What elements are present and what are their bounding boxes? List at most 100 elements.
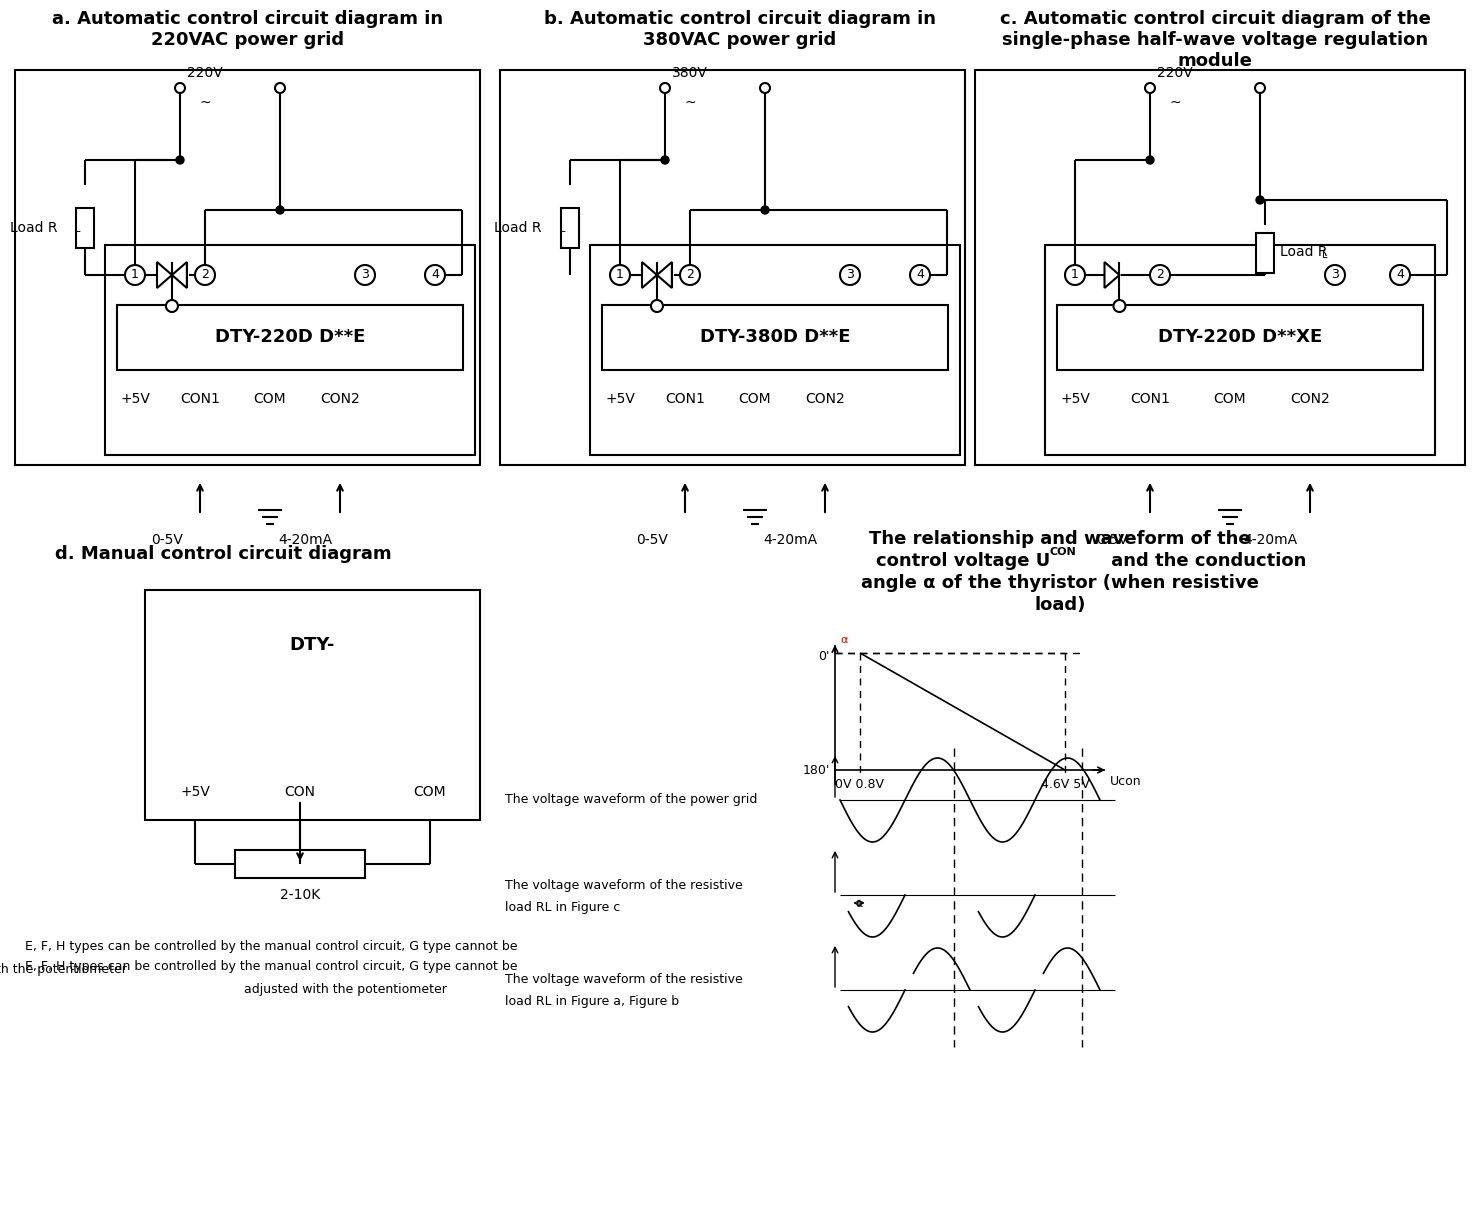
Circle shape	[1151, 265, 1170, 285]
Text: 4: 4	[1396, 268, 1405, 282]
Bar	[1046, 245, 1436, 455]
Circle shape	[176, 156, 185, 164]
Text: 4-20mA: 4-20mA	[278, 533, 332, 546]
Circle shape	[1145, 83, 1155, 93]
Text: 4: 4	[916, 268, 925, 282]
Text: CON: CON	[1050, 546, 1077, 557]
Bar	[105, 245, 476, 455]
Bar	[1255, 232, 1275, 272]
Text: DTY-380D D**E: DTY-380D D**E	[700, 329, 851, 347]
Text: +5V: +5V	[606, 392, 635, 406]
Text: E, F, H types can be controlled by the manual control circuit, G type cannot be: E, F, H types can be controlled by the m…	[25, 941, 517, 953]
Bar	[501, 70, 964, 465]
Text: COM: COM	[254, 392, 287, 406]
Text: L: L	[560, 225, 566, 235]
Text: and the conduction: and the conduction	[1105, 553, 1306, 569]
Text: CON: CON	[285, 785, 316, 799]
Text: ~: ~	[684, 96, 696, 110]
Text: 2-10K: 2-10K	[279, 887, 321, 902]
Text: load RL in Figure c: load RL in Figure c	[505, 901, 620, 914]
Bar	[75, 208, 95, 248]
Text: adjusted with the potentiometer: adjusted with the potentiometer	[0, 964, 127, 976]
Text: 180': 180'	[802, 764, 830, 776]
Text: 3: 3	[1331, 268, 1340, 282]
Text: 2: 2	[685, 268, 694, 282]
Text: CON1: CON1	[1130, 392, 1170, 406]
Bar	[603, 305, 948, 370]
Text: α: α	[855, 899, 863, 909]
Text: 0-5V: 0-5V	[637, 533, 669, 546]
Circle shape	[660, 83, 671, 93]
Text: 4.6V 5V: 4.6V 5V	[1041, 779, 1090, 791]
Text: The voltage waveform of the resistive: The voltage waveform of the resistive	[505, 973, 743, 987]
Bar	[1058, 305, 1422, 370]
Text: L: L	[75, 225, 81, 235]
Text: 0V 0.8V: 0V 0.8V	[835, 779, 885, 791]
Text: COM: COM	[414, 785, 446, 799]
Text: ~: ~	[199, 96, 211, 110]
Text: CON2: CON2	[321, 392, 360, 406]
Bar	[975, 70, 1465, 465]
Text: DTY-: DTY-	[289, 636, 335, 654]
Circle shape	[1065, 265, 1086, 285]
Bar	[15, 70, 480, 465]
Text: 4-20mA: 4-20mA	[1244, 533, 1297, 546]
Circle shape	[165, 300, 177, 312]
Text: 2: 2	[1156, 268, 1164, 282]
Text: CON1: CON1	[665, 392, 705, 406]
Text: 380V: 380V	[672, 66, 707, 80]
Text: 1: 1	[131, 268, 139, 282]
Text: 220V: 220V	[188, 66, 223, 80]
Text: 4: 4	[431, 268, 439, 282]
Text: +5V: +5V	[120, 392, 151, 406]
Circle shape	[1146, 156, 1154, 164]
Text: CON2: CON2	[805, 392, 845, 406]
Circle shape	[174, 83, 185, 93]
Bar	[117, 305, 462, 370]
Circle shape	[651, 300, 663, 312]
Circle shape	[679, 265, 700, 285]
Text: 1: 1	[616, 268, 623, 282]
Text: Ucon: Ucon	[1111, 775, 1142, 788]
Circle shape	[1255, 83, 1264, 93]
Text: L: L	[1322, 249, 1328, 260]
Text: load RL in Figure a, Figure b: load RL in Figure a, Figure b	[505, 995, 679, 1008]
Text: +5V: +5V	[180, 785, 210, 799]
Bar	[235, 850, 365, 878]
Circle shape	[126, 265, 145, 285]
Text: Load R: Load R	[1281, 245, 1328, 260]
Text: b. Automatic control circuit diagram in
380VAC power grid: b. Automatic control circuit diagram in …	[544, 10, 936, 48]
Text: control voltage U: control voltage U	[876, 553, 1050, 569]
Text: 0-5V: 0-5V	[1096, 533, 1128, 546]
Text: COM: COM	[738, 392, 771, 406]
Text: a. Automatic control circuit diagram in
220VAC power grid: a. Automatic control circuit diagram in …	[53, 10, 443, 48]
Circle shape	[1114, 300, 1125, 312]
Circle shape	[1255, 196, 1264, 204]
Text: CON1: CON1	[180, 392, 220, 406]
Circle shape	[275, 83, 285, 93]
Text: The voltage waveform of the resistive: The voltage waveform of the resistive	[505, 879, 743, 891]
Text: COM: COM	[1214, 392, 1247, 406]
Circle shape	[761, 83, 770, 93]
Text: 3: 3	[846, 268, 854, 282]
Circle shape	[1325, 265, 1346, 285]
Text: DTY-220D D**XE: DTY-220D D**XE	[1158, 329, 1322, 347]
Text: ~: ~	[1170, 96, 1180, 110]
Bar	[145, 590, 480, 820]
Bar	[589, 245, 960, 455]
Text: α: α	[840, 635, 848, 644]
Text: d. Manual control circuit diagram: d. Manual control circuit diagram	[55, 545, 391, 563]
Text: 3: 3	[360, 268, 369, 282]
Text: CON2: CON2	[1289, 392, 1329, 406]
Circle shape	[910, 265, 931, 285]
Text: The relationship and waveform of the: The relationship and waveform of the	[868, 530, 1251, 548]
Circle shape	[425, 265, 445, 285]
Circle shape	[610, 265, 631, 285]
Text: load): load)	[1034, 596, 1086, 614]
Text: adjusted with the potentiometer: adjusted with the potentiometer	[244, 983, 446, 996]
Text: 0': 0'	[818, 650, 830, 663]
Bar	[561, 208, 579, 248]
Circle shape	[1390, 265, 1411, 285]
Text: 2: 2	[201, 268, 208, 282]
Circle shape	[354, 265, 375, 285]
